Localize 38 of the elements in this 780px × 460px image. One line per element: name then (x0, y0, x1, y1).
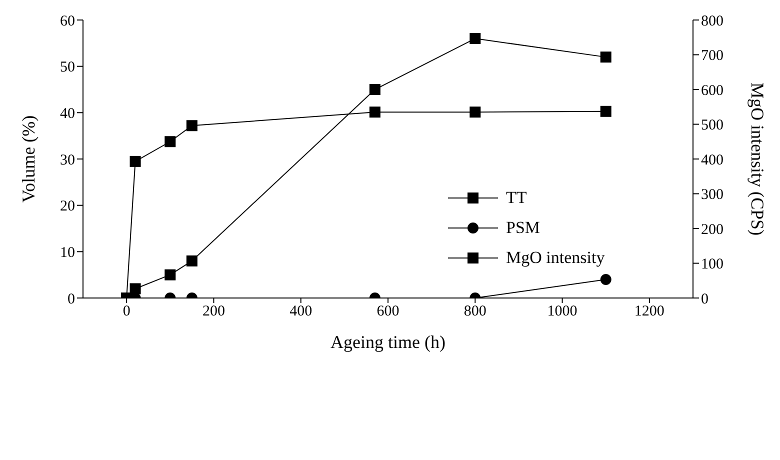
x-tick-label: 400 (290, 304, 312, 320)
y-axis-title: Volume (%) (18, 115, 38, 203)
y-tick-label: 40 (60, 106, 75, 122)
legend-label: PSM (506, 218, 540, 238)
y2-tick-label: 700 (701, 48, 724, 64)
x-tick-label: 200 (202, 304, 225, 320)
x-tick-label: 1200 (634, 304, 664, 320)
point (164, 136, 176, 148)
y2-tick-label: 400 (701, 152, 724, 168)
y2-tick-label: 600 (701, 82, 724, 99)
x-tick-label: 1000 (547, 304, 578, 320)
point (186, 120, 198, 132)
point (470, 106, 481, 118)
y-tick-label: 60 (60, 13, 75, 30)
point (369, 84, 380, 95)
point (369, 106, 380, 118)
y2-tick-label: 500 (701, 118, 724, 134)
y2-tick-label: 0 (701, 291, 708, 308)
y-tick-label: 20 (60, 198, 75, 215)
y-tick-label: 10 (60, 244, 75, 261)
legend-label: MgO intensity (506, 248, 605, 268)
y2-tick-label: 800 (701, 13, 724, 30)
point (130, 156, 141, 167)
x-tick-label: 600 (376, 304, 400, 320)
y2-tick-label: 300 (701, 187, 724, 204)
y-tick-label: 0 (68, 291, 75, 308)
x-axis-title: Ageing time (h) (330, 332, 446, 352)
y2-tick-label: 100 (701, 256, 724, 273)
point (600, 106, 612, 117)
y2-tick-label: 200 (701, 222, 724, 238)
point (470, 33, 481, 44)
point (600, 52, 612, 63)
x-tick-label: 800 (464, 304, 486, 320)
y2-axis-title: MgO intensity (CPS) (748, 82, 768, 236)
x-tick-label: 0 (122, 304, 130, 320)
y-tick-label: 50 (60, 60, 75, 76)
legend-label: TT (506, 188, 527, 208)
y-tick-label: 30 (60, 152, 75, 168)
